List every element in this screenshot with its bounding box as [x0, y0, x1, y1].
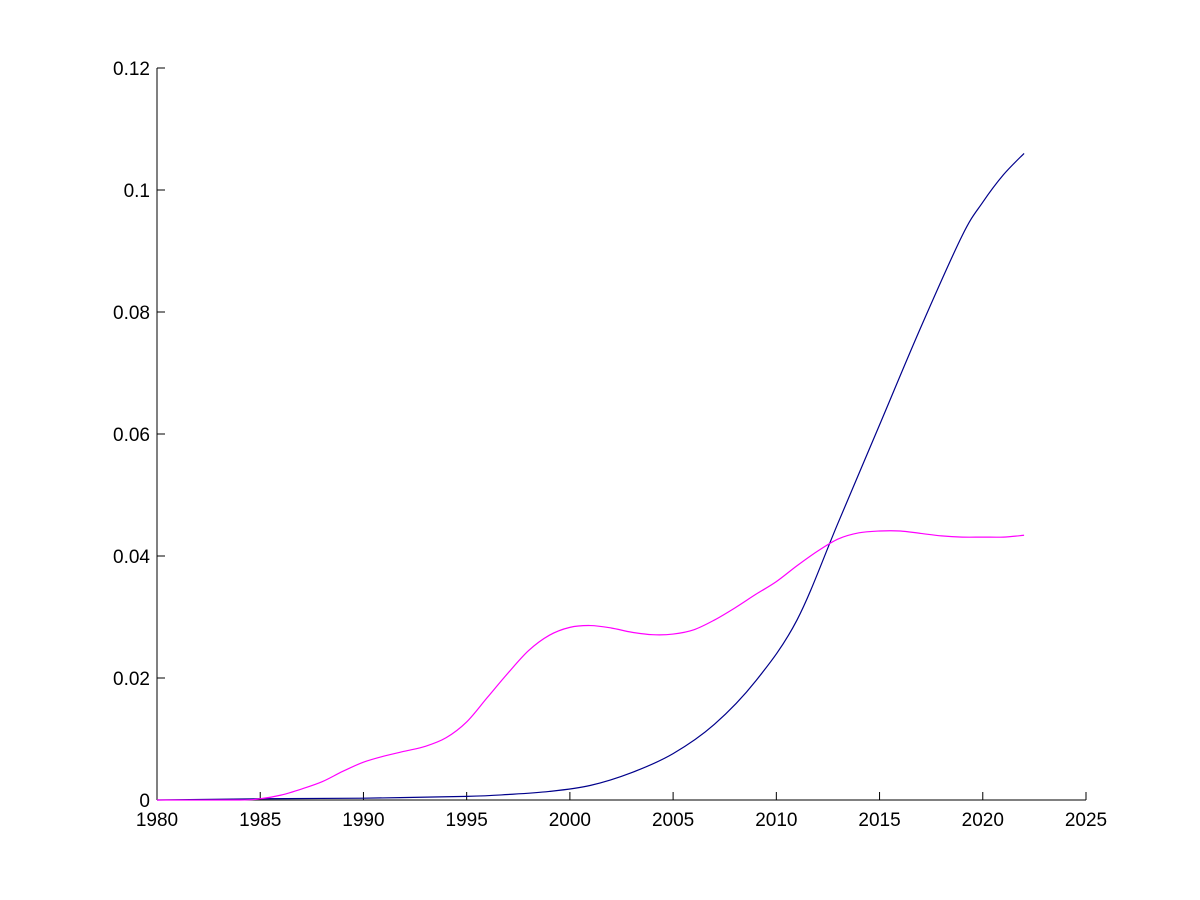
x-tick-label: 2005 — [652, 810, 694, 831]
x-tick-label: 2010 — [755, 810, 797, 831]
y-tick-label: 0.1 — [124, 181, 150, 202]
x-tick-label: 1995 — [446, 810, 488, 831]
y-tick-label: 0.02 — [113, 669, 150, 690]
series-line-1 — [156, 152, 1025, 801]
y-tick-label: 0 — [139, 791, 150, 812]
series-layer — [156, 152, 1025, 801]
y-tick-label: 0.08 — [113, 303, 150, 324]
axes: 1980 1985 1990 1995 2000 2005 2010 2015 2020 2025… — [113, 59, 1107, 831]
x-tick-label: 1985 — [239, 810, 281, 831]
y-tick-label: 0.04 — [113, 547, 150, 568]
x-tick-label: 2025 — [1065, 810, 1107, 831]
series-line-2 — [156, 530, 1025, 801]
y-tick-label: 0.06 — [113, 425, 150, 446]
x-tick-label: 1990 — [342, 810, 384, 831]
x-tick-label: 1980 — [136, 810, 178, 831]
y-tick-label: 0.12 — [113, 59, 150, 80]
x-tick-label: 2020 — [962, 810, 1004, 831]
x-tick-label: 2015 — [858, 810, 900, 831]
x-tick-label: 2000 — [549, 810, 591, 831]
